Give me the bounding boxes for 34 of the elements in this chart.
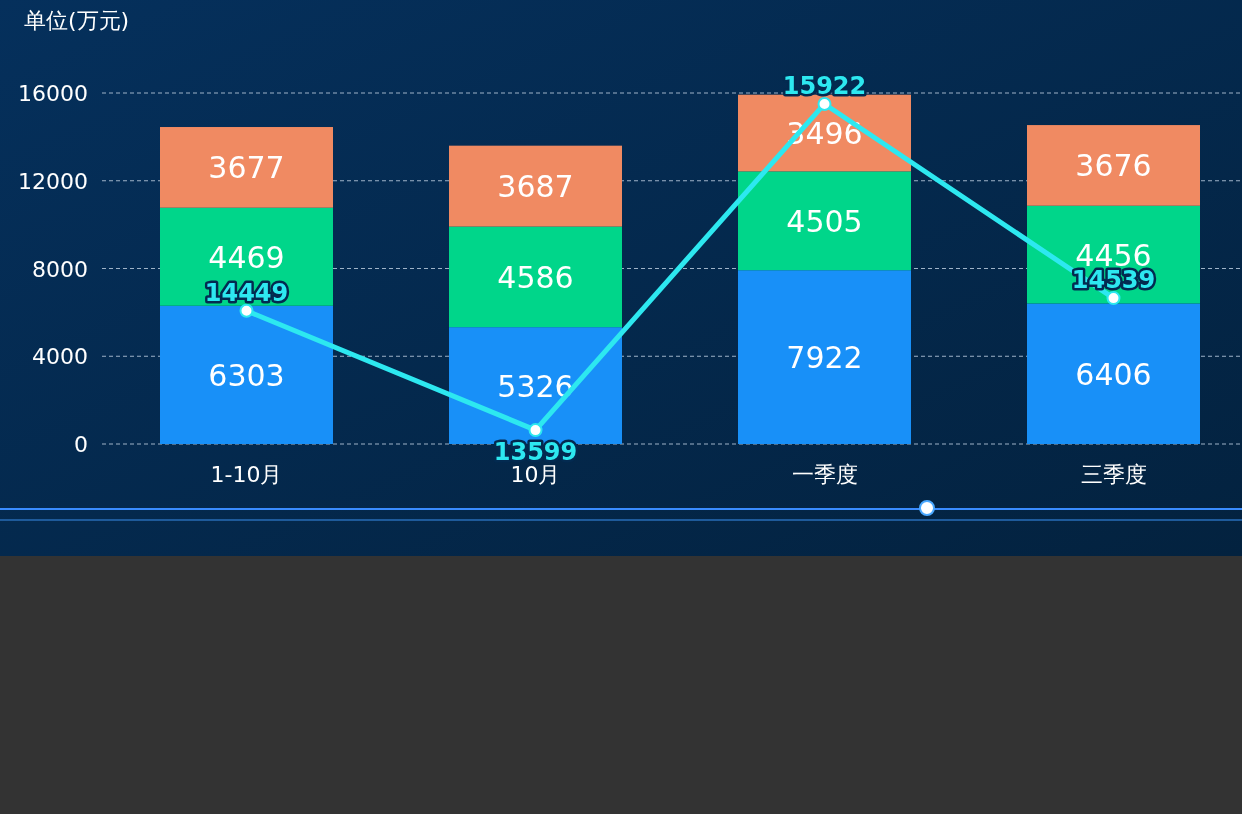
point	[528, 423, 543, 438]
data-label: 14449	[204, 278, 289, 307]
bar	[1027, 125, 1200, 206]
bar	[449, 327, 622, 444]
bar	[449, 226, 622, 328]
bar	[160, 127, 333, 208]
bar	[738, 270, 911, 444]
data-label: 6406	[1075, 356, 1152, 392]
bar	[738, 171, 911, 271]
data-label: 4469	[208, 239, 285, 275]
y-tick-label: 16000	[18, 81, 88, 106]
bar	[160, 305, 333, 444]
data-label: 3687	[497, 169, 574, 205]
y-tick-label: 12000	[18, 168, 88, 194]
x-tick-label: 10月	[510, 462, 561, 487]
y-tick-label: 0	[74, 432, 88, 457]
y-axis-title: 单位(万元)	[24, 8, 130, 33]
x-tick-label: 一季度	[791, 462, 858, 487]
data-label: 15922	[782, 71, 867, 100]
data-label: 3676	[1075, 148, 1152, 184]
data-label: 6303	[208, 357, 285, 393]
y-tick-label: 4000	[32, 344, 88, 370]
data-label: 7922	[786, 340, 863, 376]
y-tick-label: 8000	[32, 256, 88, 282]
bar	[449, 145, 622, 227]
data-label: 3677	[208, 150, 285, 186]
bar	[1027, 303, 1200, 444]
point	[817, 96, 832, 111]
data-label: 4586	[497, 259, 574, 295]
point	[1106, 291, 1121, 306]
point	[239, 303, 254, 318]
data-label: 4505	[786, 203, 863, 239]
x-tick-label: 三季度	[1080, 462, 1147, 487]
x-tick-label: 1-10月	[210, 462, 283, 487]
